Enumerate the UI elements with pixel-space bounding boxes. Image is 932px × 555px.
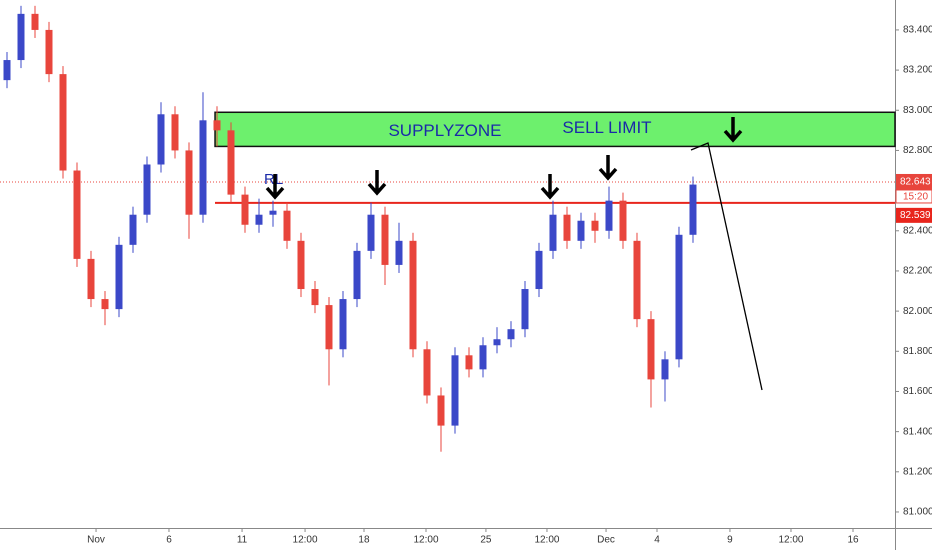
candle-body bbox=[535, 250, 543, 290]
x-tick-label: 6 bbox=[166, 535, 172, 546]
candle-body bbox=[73, 170, 81, 259]
candle-body bbox=[199, 120, 207, 215]
x-tick-label: 12:00 bbox=[778, 535, 803, 546]
x-tick-label: 11 bbox=[237, 535, 248, 546]
last-price-box bbox=[896, 173, 932, 190]
x-tick-label: 4 bbox=[654, 535, 660, 546]
candle-body bbox=[395, 240, 403, 265]
x-tick-label: Dec bbox=[597, 535, 615, 546]
x-tick-label: Nov bbox=[87, 535, 105, 546]
y-tick-label: 82.800 bbox=[903, 145, 932, 156]
y-tick-label: 83.400 bbox=[903, 25, 932, 36]
candle-body bbox=[689, 184, 697, 235]
candle-body bbox=[45, 29, 53, 75]
level-box bbox=[896, 207, 932, 223]
candle-body bbox=[423, 349, 431, 396]
y-tick-label: 81.400 bbox=[903, 426, 932, 437]
arrow bbox=[265, 174, 285, 200]
x-tick-label: 18 bbox=[358, 535, 370, 546]
candle-body bbox=[353, 250, 361, 300]
level-label: 82.539 bbox=[900, 210, 931, 221]
candle-body bbox=[59, 74, 67, 171]
candle-body bbox=[297, 240, 305, 290]
candle-body bbox=[367, 214, 375, 251]
arrow bbox=[367, 170, 387, 196]
candle-body bbox=[409, 240, 417, 350]
candle-body bbox=[521, 289, 529, 330]
candle-body bbox=[143, 164, 151, 215]
y-tick-label: 81.000 bbox=[903, 507, 932, 518]
candle-body bbox=[493, 339, 501, 346]
candle-body bbox=[633, 240, 641, 320]
x-tick-label: 25 bbox=[480, 535, 492, 546]
y-tick-label: 83.000 bbox=[903, 105, 932, 116]
candle-body bbox=[227, 130, 235, 195]
candle-body bbox=[157, 114, 165, 165]
y-tick-label: 82.000 bbox=[903, 306, 932, 317]
candle-body bbox=[171, 114, 179, 151]
y-tick-label: 81.200 bbox=[903, 466, 932, 477]
candle-body bbox=[507, 329, 515, 340]
candle-body bbox=[605, 200, 613, 231]
x-tick-label: 12:00 bbox=[534, 535, 559, 546]
x-tick-label: 12:00 bbox=[413, 535, 438, 546]
candle-body bbox=[339, 299, 347, 350]
arrow bbox=[540, 174, 560, 200]
y-tick-label: 81.600 bbox=[903, 386, 932, 397]
y-tick-label: 81.800 bbox=[903, 346, 932, 357]
last-price-label: 82.643 bbox=[900, 177, 931, 188]
x-tick-label: 12:00 bbox=[293, 535, 318, 546]
y-tick-label: 82.200 bbox=[903, 266, 932, 277]
candle-body bbox=[311, 289, 319, 306]
countdown-label: 15:20 bbox=[903, 192, 928, 203]
candle-body bbox=[619, 200, 627, 241]
candle-body bbox=[255, 214, 263, 225]
candle-body bbox=[87, 258, 95, 300]
arrow bbox=[598, 155, 618, 181]
candle-body bbox=[381, 214, 389, 265]
candle-body bbox=[101, 299, 109, 310]
candle-body bbox=[465, 355, 473, 370]
supply-zone bbox=[214, 111, 896, 148]
candle-body bbox=[451, 355, 459, 426]
candle-body bbox=[549, 214, 557, 251]
arrow bbox=[723, 117, 743, 143]
candle-body bbox=[31, 13, 39, 30]
candle-body bbox=[269, 210, 277, 215]
y-tick-label: 83.200 bbox=[903, 65, 932, 76]
candle-body bbox=[241, 194, 249, 225]
candle-body bbox=[591, 220, 599, 231]
candle-body bbox=[115, 244, 123, 310]
countdown-box bbox=[895, 189, 932, 204]
candle-body bbox=[479, 345, 487, 370]
candle-body bbox=[325, 305, 333, 350]
x-tick-label: 16 bbox=[847, 535, 859, 546]
projection-line bbox=[690, 142, 763, 391]
candle-body bbox=[17, 13, 25, 61]
zone-label: SUPPLYZONE bbox=[388, 121, 501, 140]
candle-body bbox=[647, 319, 655, 380]
candle-body bbox=[129, 214, 137, 245]
candle-body bbox=[437, 395, 445, 426]
candle-body bbox=[185, 150, 193, 215]
candle-body bbox=[577, 220, 585, 241]
candle-body bbox=[675, 234, 683, 360]
y-tick-label: 82.400 bbox=[903, 225, 932, 236]
candle-body bbox=[3, 60, 11, 81]
candle-body bbox=[563, 214, 571, 241]
candle-body bbox=[213, 120, 221, 131]
x-tick-label: 9 bbox=[727, 535, 733, 546]
candle-body bbox=[283, 210, 291, 241]
order-label: SELL LIMIT bbox=[562, 118, 651, 137]
candle-body bbox=[661, 359, 669, 380]
